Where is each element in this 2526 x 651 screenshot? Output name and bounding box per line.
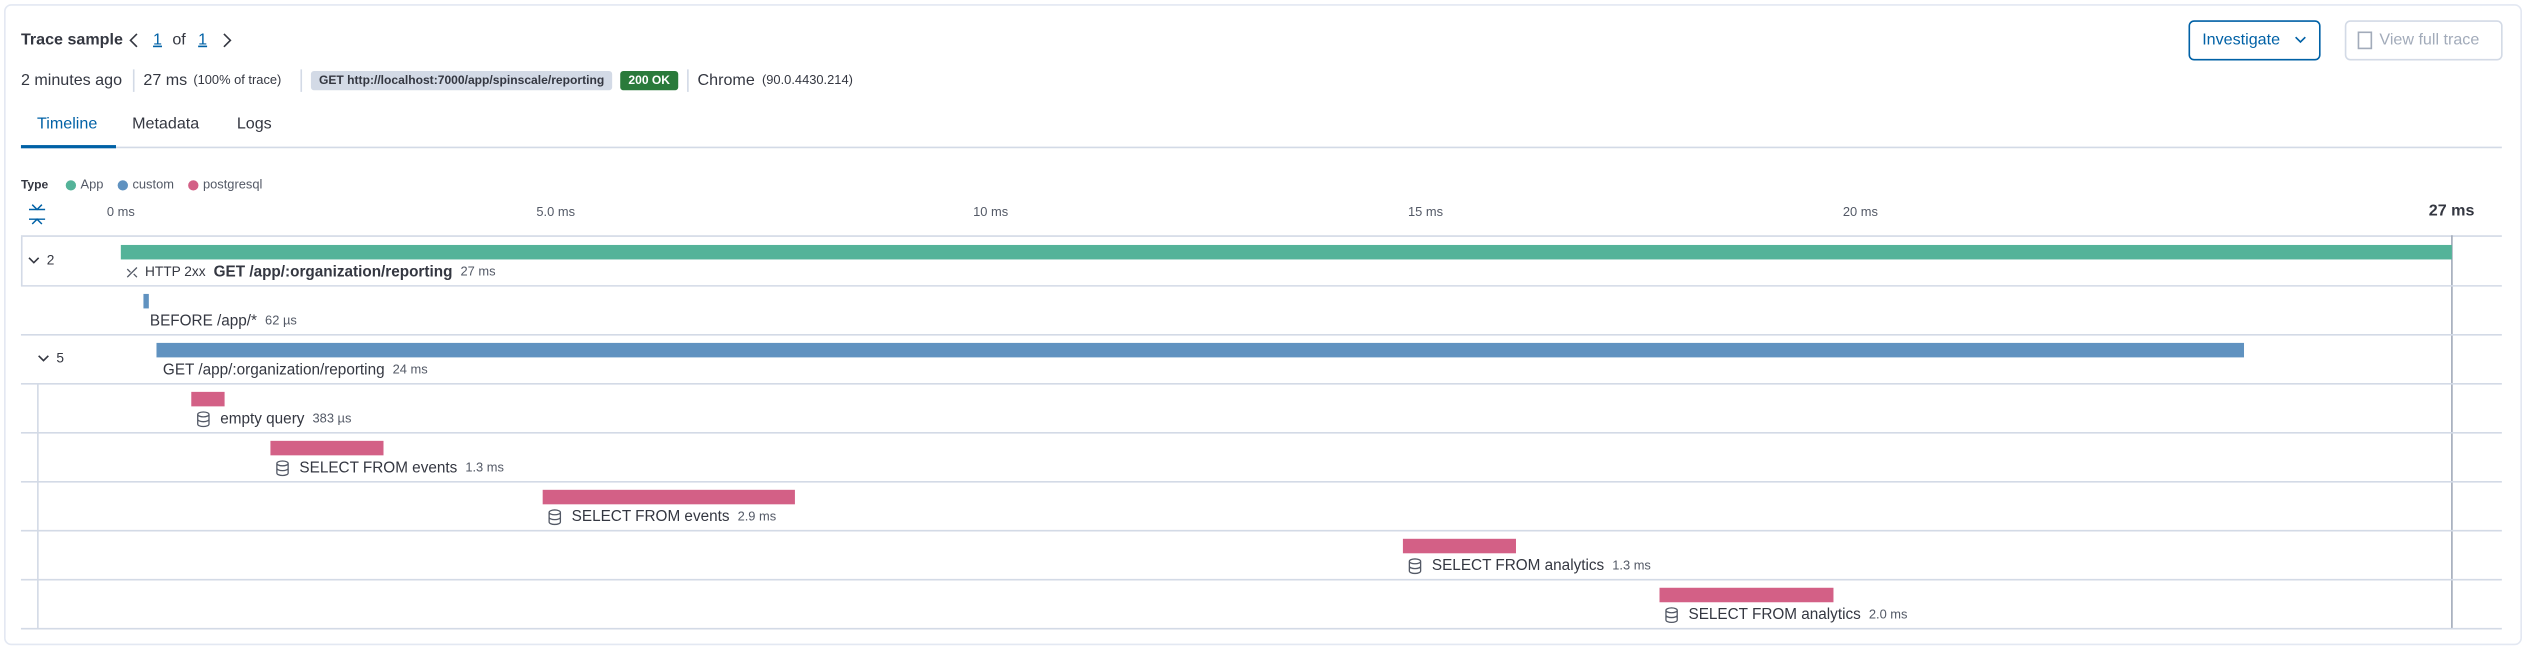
investigate-label: Investigate — [2202, 31, 2280, 49]
span-duration: 1.3 ms — [465, 460, 504, 475]
status-text: 200 OK — [628, 73, 670, 87]
expand-toggle[interactable] — [28, 257, 40, 264]
legend-label: postgresql — [203, 177, 262, 192]
span-bar[interactable] — [542, 489, 795, 505]
span-duration: 2.0 ms — [1869, 607, 1908, 622]
tab[interactable]: Timeline — [37, 114, 97, 132]
trace-duration: 27 ms — [143, 71, 187, 89]
collapse-all-icon[interactable] — [28, 204, 46, 225]
span-name[interactable]: GET /app/:organization/reporting — [163, 361, 385, 378]
page-number[interactable]: 1 — [153, 31, 162, 49]
view-icon — [2357, 31, 2373, 50]
trace-age: 2 minutes ago — [21, 71, 122, 89]
db-icon — [1665, 607, 1678, 624]
span-bar[interactable] — [270, 440, 384, 456]
span-bar[interactable] — [156, 342, 2245, 358]
tab[interactable]: Logs — [237, 114, 272, 132]
legend-swatch — [188, 180, 199, 191]
expand-toggle[interactable] — [38, 355, 49, 362]
view-full-trace-label: View full trace — [2379, 31, 2479, 49]
trace-duration-note: (100% of trace) — [193, 72, 281, 87]
span-name[interactable]: SELECT FROM events — [299, 459, 457, 476]
child-count: 5 — [56, 351, 64, 366]
span-bar[interactable] — [120, 244, 2452, 260]
tab[interactable]: Metadata — [132, 114, 199, 132]
max-duration-label: 27 ms — [2429, 201, 2475, 219]
link-icon — [126, 267, 138, 278]
x-tick-label: 5.0 ms — [536, 204, 575, 219]
request-badge — [310, 70, 613, 91]
active-tab-indicator — [20, 145, 116, 149]
tabs: Timeline Metadata Logs — [37, 114, 272, 132]
view-full-trace-button[interactable] — [2344, 20, 2503, 61]
span-duration: 2.9 ms — [738, 509, 777, 524]
legend-label: App — [81, 177, 104, 192]
span-duration: 1.3 ms — [1612, 558, 1651, 573]
x-tick-label: 0 ms — [107, 204, 135, 219]
db-icon — [197, 411, 210, 428]
span-status: HTTP 2xx — [145, 264, 206, 279]
status-badge — [620, 70, 679, 91]
span-duration: 24 ms — [393, 362, 428, 377]
span-duration: 383 µs — [313, 411, 352, 426]
span-duration: 62 µs — [265, 313, 297, 328]
span-name[interactable]: BEFORE /app/* — [150, 312, 257, 329]
span-name[interactable]: SELECT FROM analytics — [1689, 606, 1862, 623]
span-name[interactable]: empty query — [220, 410, 305, 427]
span-name[interactable]: SELECT FROM events — [572, 508, 730, 525]
x-tick-label: 10 ms — [973, 204, 1008, 219]
span-bar[interactable] — [1402, 538, 1516, 554]
browser-version: (90.0.4430.214) — [762, 72, 853, 87]
page-total[interactable]: 1 — [198, 31, 207, 49]
x-tick-label: 15 ms — [1408, 204, 1443, 219]
db-icon — [276, 460, 289, 477]
request-url: GET http://localhost:7000/app/spinscale/… — [319, 73, 604, 87]
legend-swatch — [117, 180, 128, 191]
panel-title: Trace sample — [21, 31, 123, 49]
span-name[interactable]: SELECT FROM analytics — [1432, 557, 1605, 574]
investigate-chevron — [2295, 36, 2306, 44]
legend-swatch — [65, 180, 77, 191]
span-bar[interactable] — [1659, 587, 1834, 603]
panel-border — [4, 4, 2522, 646]
x-tick-label: 20 ms — [1843, 204, 1878, 219]
span-bar[interactable] — [143, 293, 149, 309]
span-name[interactable]: GET /app/:organization/reporting — [214, 263, 453, 280]
prev-button[interactable] — [129, 33, 138, 48]
db-icon — [1408, 558, 1422, 575]
db-icon — [548, 509, 562, 526]
child-count: 2 — [47, 253, 55, 268]
legend-title: Type — [21, 178, 49, 192]
span-duration: 27 ms — [461, 264, 496, 279]
span-bar[interactable] — [191, 391, 225, 407]
page-of: of — [172, 31, 186, 49]
browser-name: Chrome — [698, 71, 755, 89]
next-button[interactable] — [223, 33, 232, 48]
investigate-button[interactable] — [2188, 20, 2321, 61]
legend-label: custom — [132, 177, 174, 192]
waterfall: Type App custom postgresql 0 ms 5.0 ms 10 ms 15… — [21, 177, 2502, 630]
